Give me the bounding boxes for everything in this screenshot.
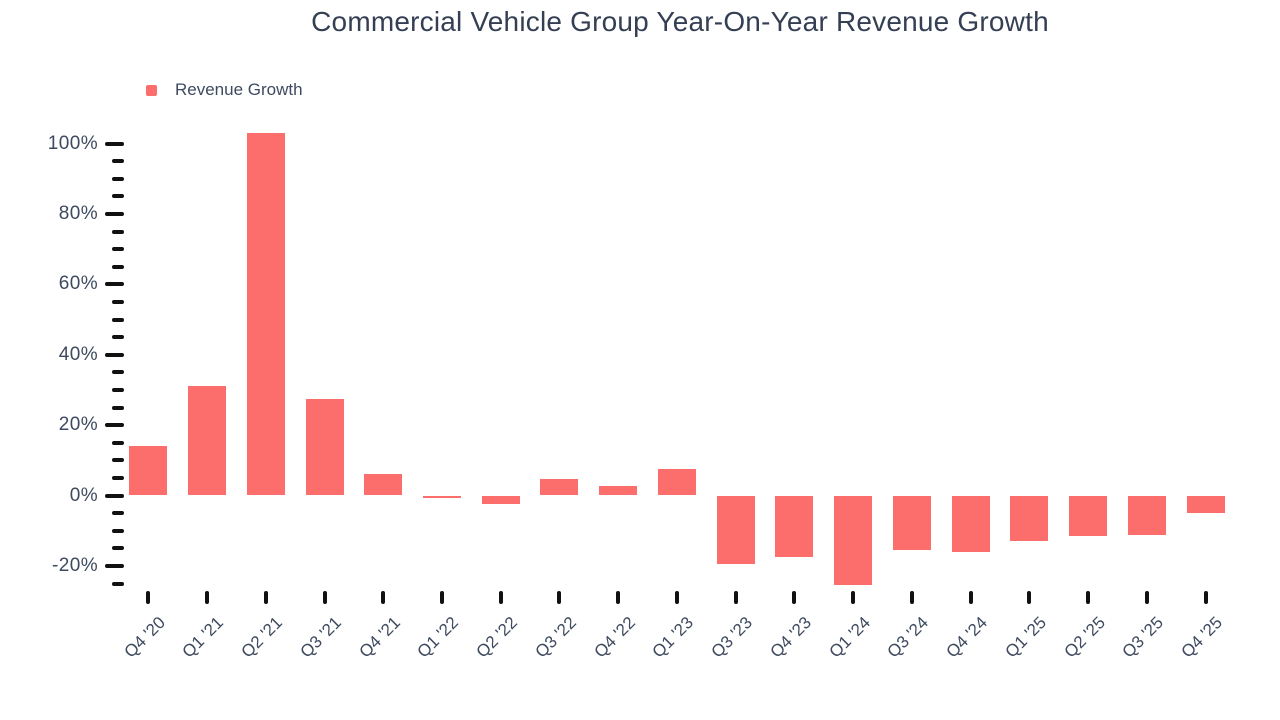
x-tick-label: Q4 '22 bbox=[590, 613, 639, 662]
y-minor-tick bbox=[112, 511, 124, 516]
y-minor-tick bbox=[112, 247, 124, 252]
bar-q1-22 bbox=[423, 495, 461, 498]
y-major-tick bbox=[105, 352, 124, 357]
y-minor-tick bbox=[112, 176, 124, 181]
y-minor-tick bbox=[112, 581, 124, 586]
x-tick-label: Q1 '22 bbox=[413, 613, 463, 662]
bar-q4-20 bbox=[129, 446, 168, 496]
bar-q3-25 bbox=[1127, 495, 1166, 535]
x-tick-label: Q1 '25 bbox=[1001, 613, 1050, 662]
x-tick bbox=[1027, 591, 1032, 604]
legend: Revenue Growth bbox=[146, 80, 303, 100]
y-minor-tick bbox=[112, 475, 124, 480]
y-tick-label: -20% bbox=[52, 554, 98, 576]
x-tick-label: Q3 '22 bbox=[531, 613, 580, 662]
y-minor-tick bbox=[112, 546, 124, 551]
x-tick bbox=[792, 591, 797, 604]
x-tick bbox=[851, 591, 856, 604]
x-tick bbox=[616, 591, 621, 604]
bar-q2-22 bbox=[481, 495, 520, 505]
x-tick bbox=[440, 591, 444, 604]
bar-q1-23 bbox=[657, 469, 696, 496]
y-tick-label: 0% bbox=[69, 484, 98, 506]
bar-q4-23 bbox=[775, 495, 814, 558]
bar-q2-25 bbox=[1069, 495, 1108, 536]
bar-q4-25 bbox=[1186, 495, 1225, 514]
bar-q4-21 bbox=[364, 474, 403, 496]
y-minor-tick bbox=[112, 458, 124, 463]
y-major-tick bbox=[105, 211, 124, 216]
y-tick-label: 60% bbox=[58, 273, 98, 295]
y-minor-tick bbox=[112, 194, 124, 199]
x-tick bbox=[909, 591, 914, 604]
bar-q3-21 bbox=[305, 398, 344, 496]
x-tick bbox=[322, 591, 327, 604]
x-tick bbox=[1203, 591, 1208, 604]
x-tick bbox=[557, 591, 562, 604]
legend-label: Revenue Growth bbox=[175, 80, 303, 99]
bar-q1-25 bbox=[1010, 495, 1049, 542]
x-tick-label: Q3 '21 bbox=[296, 613, 345, 662]
x-tick-label: Q2 '21 bbox=[237, 613, 287, 662]
y-minor-tick bbox=[112, 159, 124, 164]
y-minor-tick bbox=[112, 229, 124, 234]
bar-q4-24 bbox=[951, 495, 990, 552]
x-tick bbox=[968, 591, 973, 604]
bar-q4-22 bbox=[599, 485, 638, 496]
y-tick-label: 100% bbox=[47, 132, 98, 154]
bar-q3-24 bbox=[892, 495, 931, 551]
y-major-tick bbox=[105, 423, 124, 428]
x-tick bbox=[146, 591, 151, 604]
bar-q3-23 bbox=[716, 495, 755, 565]
x-tick bbox=[205, 591, 210, 604]
x-tick-label: Q4 '25 bbox=[1177, 613, 1227, 662]
y-minor-tick bbox=[112, 264, 124, 269]
y-minor-tick bbox=[112, 317, 124, 322]
x-tick-label: Q3 '24 bbox=[883, 613, 933, 662]
x-tick bbox=[263, 591, 268, 604]
bar-q2-21 bbox=[246, 132, 285, 496]
x-tick-label: Q1 '21 bbox=[179, 613, 228, 662]
x-tick bbox=[1086, 591, 1091, 604]
bar-q3-22 bbox=[540, 478, 579, 496]
x-tick-label: Q3 '23 bbox=[707, 613, 757, 662]
y-minor-tick bbox=[112, 299, 124, 304]
y-minor-tick bbox=[112, 440, 124, 445]
x-tick bbox=[498, 591, 503, 604]
x-tick-label: Q2 '22 bbox=[472, 613, 522, 662]
y-tick-label: 80% bbox=[58, 202, 98, 224]
x-tick-label: Q1 '24 bbox=[825, 613, 874, 662]
x-tick-label: Q4 '24 bbox=[942, 613, 992, 662]
bar-q1-24 bbox=[834, 495, 873, 586]
y-minor-tick bbox=[112, 387, 124, 392]
y-minor-tick bbox=[112, 370, 124, 375]
y-major-tick bbox=[105, 563, 124, 568]
y-tick-label: 40% bbox=[58, 343, 98, 365]
legend-swatch-icon bbox=[146, 84, 157, 96]
y-major-tick bbox=[105, 493, 124, 498]
y-minor-tick bbox=[112, 405, 124, 410]
y-major-tick bbox=[105, 141, 124, 146]
y-minor-tick bbox=[112, 335, 124, 340]
chart-title: Commercial Vehicle Group Year-On-Year Re… bbox=[311, 6, 1049, 37]
x-tick-label: Q4 '21 bbox=[355, 613, 404, 662]
x-tick-label: Q1 '23 bbox=[648, 613, 698, 662]
x-tick-label: Q3 '25 bbox=[1118, 613, 1168, 662]
x-tick-label: Q4 '20 bbox=[120, 613, 169, 662]
y-major-tick bbox=[105, 282, 124, 287]
x-tick bbox=[674, 591, 679, 604]
x-tick bbox=[381, 591, 386, 604]
x-tick bbox=[733, 591, 738, 604]
y-minor-tick bbox=[112, 528, 124, 533]
x-tick-label: Q4 '23 bbox=[766, 613, 815, 662]
y-tick-label: 20% bbox=[58, 414, 98, 436]
x-tick bbox=[1144, 591, 1149, 604]
bar-q1-21 bbox=[188, 386, 227, 496]
x-tick-label: Q2 '25 bbox=[1060, 613, 1109, 662]
